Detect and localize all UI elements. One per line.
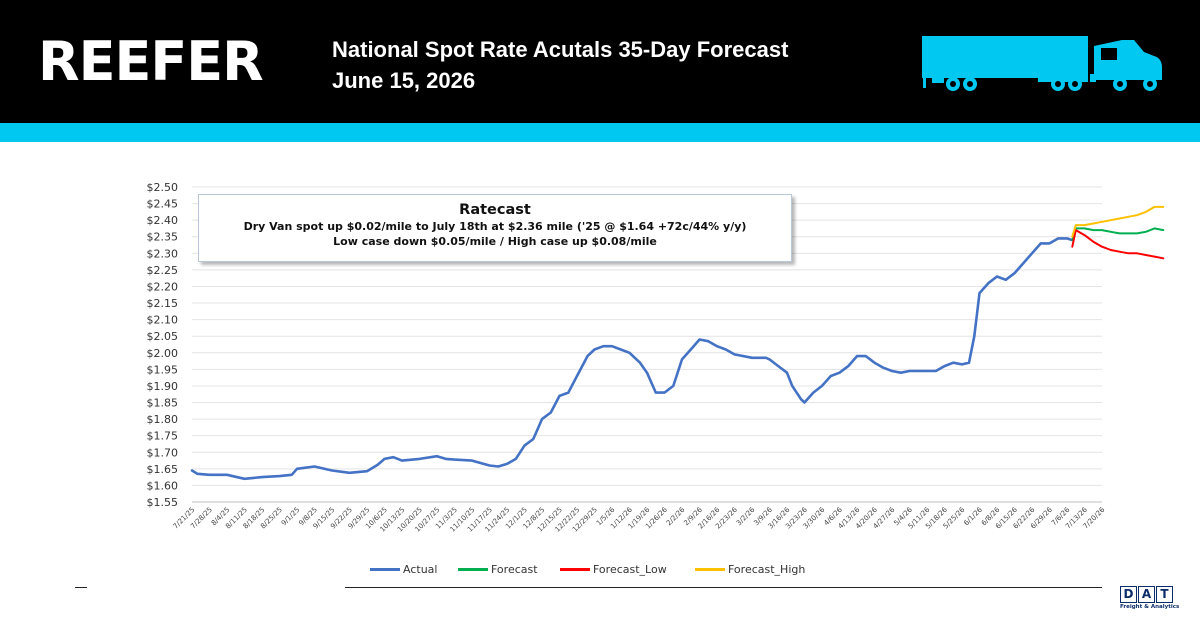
legend-item-actual: Actual (370, 563, 437, 576)
brand-title: REEFER (38, 30, 264, 93)
y-tick-label: $1.70 (147, 446, 179, 459)
legend-swatch (695, 568, 725, 571)
y-tick-label: $2.50 (147, 181, 179, 194)
legend-item-forecast: Forecast (458, 563, 538, 576)
y-tick-label: $2.05 (147, 330, 179, 343)
reefer-truck-icon (922, 36, 1162, 91)
y-tick-label: $2.35 (147, 231, 179, 244)
logo-letter: D (1120, 586, 1137, 603)
y-tick-label: $1.85 (147, 397, 179, 410)
y-tick-label: $1.55 (147, 496, 179, 509)
y-tick-label: $1.95 (147, 363, 179, 376)
legend-swatch (458, 568, 488, 571)
footer-divider (345, 587, 1102, 588)
report-title: National Spot Rate Acutals 35-Day Foreca… (332, 37, 789, 62)
legend-swatch (370, 568, 400, 571)
legend-item-forecast-low: Forecast_Low (560, 563, 667, 576)
y-tick-label: $2.40 (147, 214, 179, 227)
ratecast-title: Ratecast (459, 202, 531, 218)
series-line-actual (190, 237, 1074, 481)
legend-swatch (560, 568, 590, 571)
legend-item-forecast-high: Forecast_High (695, 563, 805, 576)
report-date: June 15, 2026 (332, 68, 476, 93)
series-line-forecast-high (1071, 205, 1165, 238)
y-tick-label: $2.25 (147, 264, 179, 277)
spot-rate-line-chart: $1.55 $1.60 $1.65 $1.70 $1.75 $1.80 $1.85 $1.90… (147, 181, 1165, 534)
ratecast-line-2: Low case down $0.05/mile / High case up … (333, 235, 657, 248)
y-tick-label: $1.80 (147, 413, 179, 426)
chart-legend: Actual Forecast Forecast_Low Forecast_Hi… (0, 563, 1200, 579)
accent-stripe (0, 123, 1200, 142)
y-tick-label: $1.60 (147, 479, 179, 492)
legend-label: Forecast_Low (593, 563, 667, 576)
series-line-forecast (1071, 227, 1165, 242)
y-tick-label: $2.10 (147, 314, 179, 327)
y-tick-label: $1.75 (147, 430, 179, 443)
legend-label: Forecast_High (728, 563, 806, 576)
ratecast-box: Ratecast Dry Van spot up $0.02/mile to J… (198, 194, 792, 262)
x-tick-label: 9/1/25 (280, 506, 302, 528)
y-tick-label: $1.90 (147, 380, 179, 393)
footer-dash (75, 587, 87, 588)
y-tick-label: $2.00 (147, 347, 179, 360)
logo-letter: T (1156, 586, 1173, 603)
y-tick-label: $2.30 (147, 247, 179, 260)
logo-subtitle: Freight & Analytics (1120, 604, 1180, 610)
y-tick-label: $2.15 (147, 297, 179, 310)
legend-label: Actual (403, 563, 438, 576)
ratecast-line-1: Dry Van spot up $0.02/mile to July 18th … (243, 220, 747, 233)
series-line-forecast-low (1071, 229, 1165, 260)
y-tick-label: $2.20 (147, 280, 179, 293)
legend-label: Forecast (491, 563, 538, 576)
y-tick-label: $1.65 (147, 463, 179, 476)
logo-letter: A (1138, 586, 1155, 603)
y-tick-label: $2.45 (147, 198, 179, 211)
